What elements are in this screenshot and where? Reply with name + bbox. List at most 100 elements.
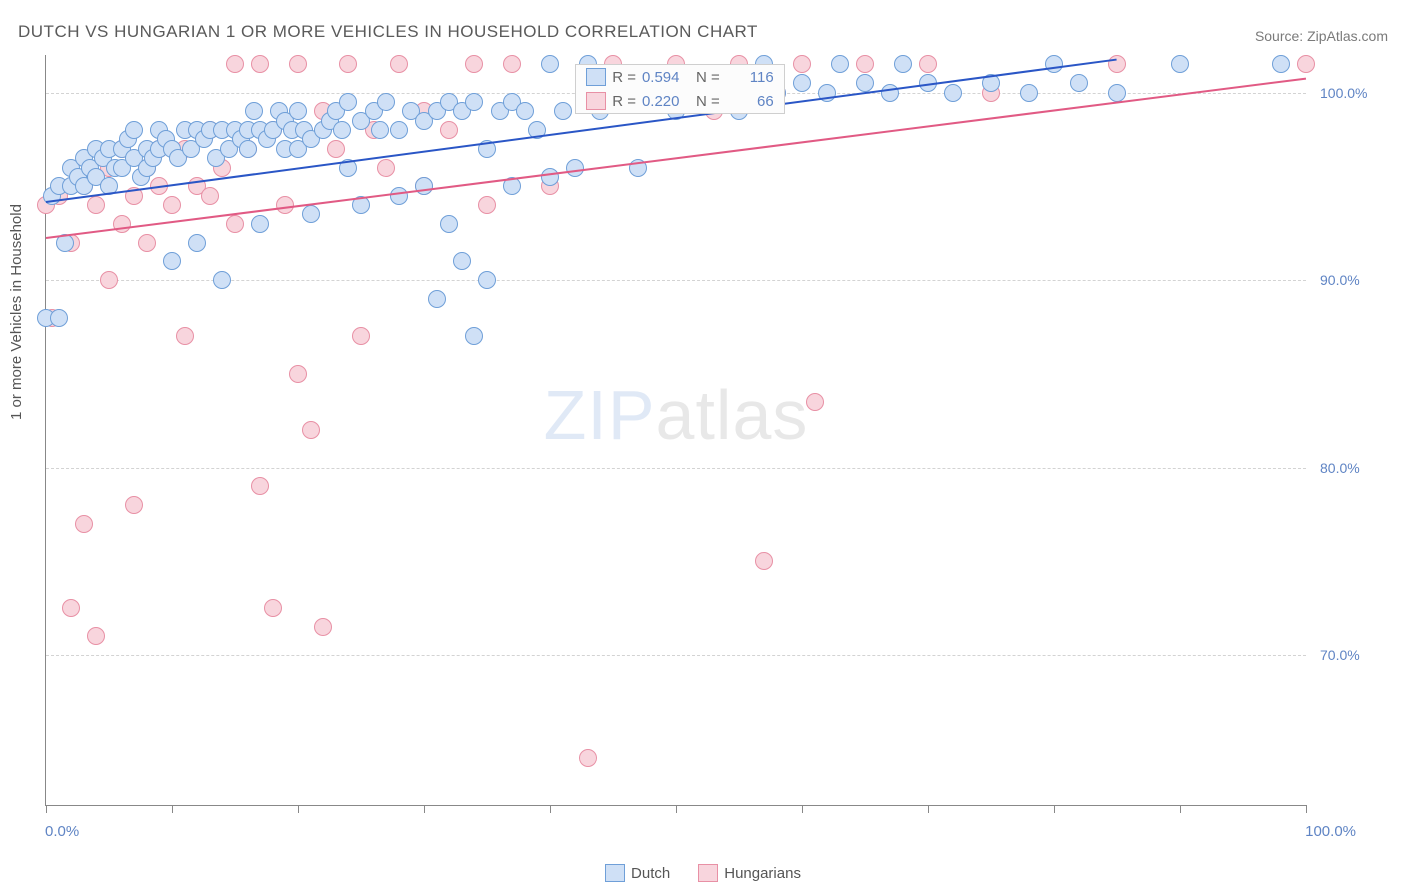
data-point [239,140,257,158]
x-tick [928,805,929,813]
data-point [289,365,307,383]
legend-swatch [605,864,625,882]
data-point [1171,55,1189,73]
data-point [125,121,143,139]
data-point [201,187,219,205]
data-point [390,187,408,205]
data-point [856,74,874,92]
data-point [251,215,269,233]
data-point [881,84,899,102]
data-point [755,552,773,570]
legend-item: Dutch [605,864,670,882]
data-point [226,55,244,73]
data-point [188,234,206,252]
data-point [831,55,849,73]
legend-stats-row: R =0.594N =116 [576,65,784,89]
x-tick [802,805,803,813]
data-point [390,121,408,139]
gridline [46,280,1306,281]
data-point [1070,74,1088,92]
data-point [793,55,811,73]
data-point [478,196,496,214]
legend-stats-row: R = 0.220 N = 66 [576,89,784,113]
data-point [264,599,282,617]
watermark: ZIPatlas [544,375,809,455]
data-point [1108,84,1126,102]
data-point [554,102,572,120]
data-point [1272,55,1290,73]
data-point [1297,55,1315,73]
data-point [302,205,320,223]
data-point [62,599,80,617]
data-point [440,215,458,233]
data-point [377,159,395,177]
x-tick [550,805,551,813]
x-tick [676,805,677,813]
data-point [541,168,559,186]
gridline [46,655,1306,656]
data-point [302,421,320,439]
legend-swatch [586,68,606,86]
n-value: 66 [726,93,774,110]
data-point [163,252,181,270]
data-point [289,102,307,120]
data-point [87,627,105,645]
data-point [314,618,332,636]
data-point [541,55,559,73]
data-point [856,55,874,73]
r-value: 0.220 [642,93,690,110]
data-point [333,121,351,139]
data-point [327,140,345,158]
data-point [226,215,244,233]
y-tick-label: 80.0% [1320,460,1360,476]
x-max-label: 100.0% [1305,823,1356,840]
data-point [176,327,194,345]
legend-swatch [698,864,718,882]
data-point [138,234,156,252]
data-point [289,55,307,73]
gridline [46,468,1306,469]
data-point [339,55,357,73]
legend-label: Dutch [631,865,670,882]
y-tick-label: 100.0% [1320,85,1367,101]
data-point [894,55,912,73]
y-axis-title: 1 or more Vehicles in Household [8,204,25,420]
data-point [1045,55,1063,73]
data-point [516,102,534,120]
data-point [440,121,458,139]
source-label: Source: ZipAtlas.com [1255,28,1388,44]
n-label: N = [696,69,720,86]
x-tick [424,805,425,813]
data-point [793,74,811,92]
data-point [1108,55,1126,73]
scatter-plot: ZIPatlas R =0.594N =116R =0.220N =66 70.… [45,55,1306,806]
y-tick-label: 70.0% [1320,647,1360,663]
data-point [213,271,231,289]
data-point [50,309,68,327]
legend-bottom: Dutch Hungarians [0,864,1406,886]
x-tick [46,805,47,813]
n-value: 116 [726,69,774,86]
x-tick [172,805,173,813]
data-point [465,55,483,73]
r-label: R = [612,93,636,110]
data-point [478,271,496,289]
data-point [371,121,389,139]
legend-stats-box: R = 0.594 N = 116 R = 0.220 N = 66 [575,64,785,114]
x-tick [1054,805,1055,813]
data-point [390,55,408,73]
x-tick [1306,805,1307,813]
x-tick [298,805,299,813]
legend-label: Hungarians [724,865,801,882]
x-tick [1180,805,1181,813]
data-point [503,55,521,73]
data-point [75,515,93,533]
data-point [125,496,143,514]
data-point [806,393,824,411]
legend-swatch [586,92,606,110]
data-point [377,93,395,111]
data-point [245,102,263,120]
r-value: 0.594 [642,69,690,86]
n-label: N = [696,93,720,110]
data-point [919,55,937,73]
